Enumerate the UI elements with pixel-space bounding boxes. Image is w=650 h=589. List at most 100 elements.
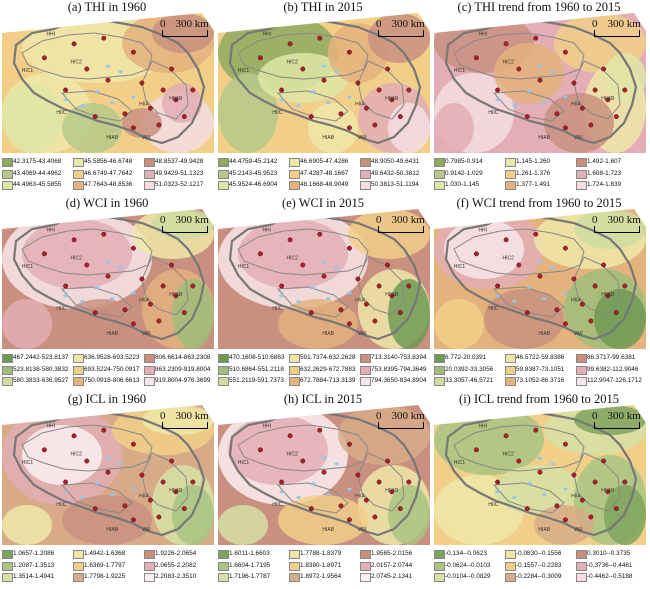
subregion-boundary (357, 60, 405, 120)
lake (347, 487, 352, 491)
region-label: HIIAB (601, 96, 615, 102)
station-dot (101, 35, 107, 41)
region-label: HIIA (355, 493, 365, 499)
legend-item: 42.3175-43.4068 (2, 157, 72, 167)
region-label: HIIAB (601, 488, 615, 494)
legend-swatch (2, 354, 13, 363)
legend-swatch (144, 181, 155, 190)
region-label: HIAB (538, 527, 550, 533)
region-label: HIC2 (286, 255, 298, 261)
legend-swatch (144, 561, 155, 571)
zone (152, 209, 214, 239)
station-dot (571, 472, 577, 478)
station-dot (105, 469, 111, 475)
station-dot (554, 111, 560, 117)
station-dot (473, 55, 479, 61)
legend-item: 467.2442-523.8137 (2, 353, 72, 363)
legend-swatch (144, 573, 155, 582)
legend-item: 0.7985-0.914 (434, 157, 504, 167)
legend: 1.0657-1.2086 1.2087-1.3513 1.3514-1.4941 1… (2, 549, 214, 585)
station-dot (71, 433, 77, 439)
legend-column: 6.772-20.0391 20.0392-33.3056 33.3057-46.5… (434, 353, 504, 388)
lake (563, 291, 568, 295)
legend-item: 580.3833-636.9527 (2, 376, 72, 386)
station-dot (41, 447, 47, 453)
legend-item: 0.9142-1.029 (434, 169, 504, 179)
zone (278, 299, 358, 349)
station-dot (105, 273, 111, 279)
legend-label: 45.2143-45.9523 (229, 169, 278, 177)
legend-swatch (505, 365, 516, 375)
region-label: VA6 (358, 331, 367, 337)
region-label: HIC1 (454, 68, 466, 74)
lake (326, 493, 331, 496)
legend-item: 99.6382-112.9046 (576, 365, 646, 375)
scale-label: 300 km (175, 18, 209, 30)
map: HHI HIC2 HIC1 HIIC HIIA HIIAB VA6 HIAB (2, 405, 214, 545)
subregion-boundary (357, 256, 405, 316)
legend-item: 1.261-1.376 (505, 169, 575, 179)
legend-swatch (73, 365, 84, 375)
legend-label: 806.6614-863.2308 (155, 354, 211, 361)
station-dot (385, 458, 391, 464)
legend-column: 86.3717-99.6381 99.6382-112.9046 112.9047-… (576, 353, 646, 388)
lake (105, 260, 111, 264)
legend-swatch (576, 169, 587, 179)
lake (334, 70, 339, 74)
legend-item: 750.0918-806.6613 (73, 376, 143, 386)
station-dot (592, 479, 598, 485)
station-dot (588, 318, 594, 324)
legend-item: -0.4462--0.5188 (576, 572, 646, 582)
station-dot (92, 506, 98, 512)
region-label: HHI (262, 31, 271, 37)
legend-swatch (2, 573, 13, 582)
legend-label: 1.377-1.491 (516, 181, 551, 188)
lake (326, 297, 331, 300)
scale-line (162, 226, 208, 233)
region-label: HIC1 (22, 264, 34, 270)
scale-line (594, 422, 640, 429)
station-dot (169, 66, 175, 72)
lake (527, 482, 532, 485)
lake (537, 456, 543, 460)
station-dot (173, 489, 179, 495)
region-label: HIAB (106, 331, 118, 337)
legend-column: 1.9226-2.0654 2.0655-2.2082 2.2083-2.3510 (144, 549, 214, 584)
station-dot (160, 283, 166, 289)
region-label: HIIA (571, 493, 581, 499)
legend-item: -0.134--0.0623 (434, 549, 504, 559)
legend-item: 6.772-20.0391 (434, 353, 504, 363)
region-label: HIIA (139, 493, 149, 499)
legend-label: 632.2629-672.7883 (300, 365, 356, 373)
station-dot (84, 458, 90, 464)
panel-d: (d) WCI in 1960 HHI HIC2 HIC1 HIIC HIIA HIIAB… (0, 196, 214, 390)
station-dot (613, 506, 619, 512)
region-label: HIIAB (385, 96, 399, 102)
legend-label: 51.0323-52.1217 (155, 181, 204, 188)
scale-zero: 0 (160, 214, 166, 226)
station-dot (105, 77, 111, 83)
station-dot (397, 506, 403, 512)
station-dot (376, 479, 382, 485)
panel-title: (i) ICL trend from 1960 to 2015 (459, 392, 619, 406)
legend-swatch (218, 377, 229, 386)
legend-item: 46.6905-47.4286 (289, 157, 359, 167)
region-label: HIIC (272, 110, 282, 116)
map: HHI HIC2 HIC1 HIIC HIIA HIIAB VA6 HIAB (2, 13, 214, 153)
lake (495, 294, 500, 298)
scale-label: 300 km (607, 214, 641, 226)
region-label: HIIA (355, 297, 365, 303)
region-label: VA6 (358, 135, 367, 141)
scale-line (594, 30, 640, 37)
station-dot (524, 310, 530, 316)
panel-h: (h) ICL in 2015 HHI HIC2 HIC1 HIIC HIIA HIIAB… (216, 392, 430, 586)
station-dot (554, 503, 560, 509)
region-label: VA6 (574, 135, 583, 141)
station-dot (130, 441, 136, 447)
legend-label: 112.9047-126.1712 (587, 377, 642, 384)
legend-item: 863.2309-919.8004 (144, 365, 214, 375)
region-label: HIIAB (169, 96, 183, 102)
legend-swatch (144, 365, 155, 375)
station-dot (562, 517, 568, 523)
lake (512, 104, 517, 107)
